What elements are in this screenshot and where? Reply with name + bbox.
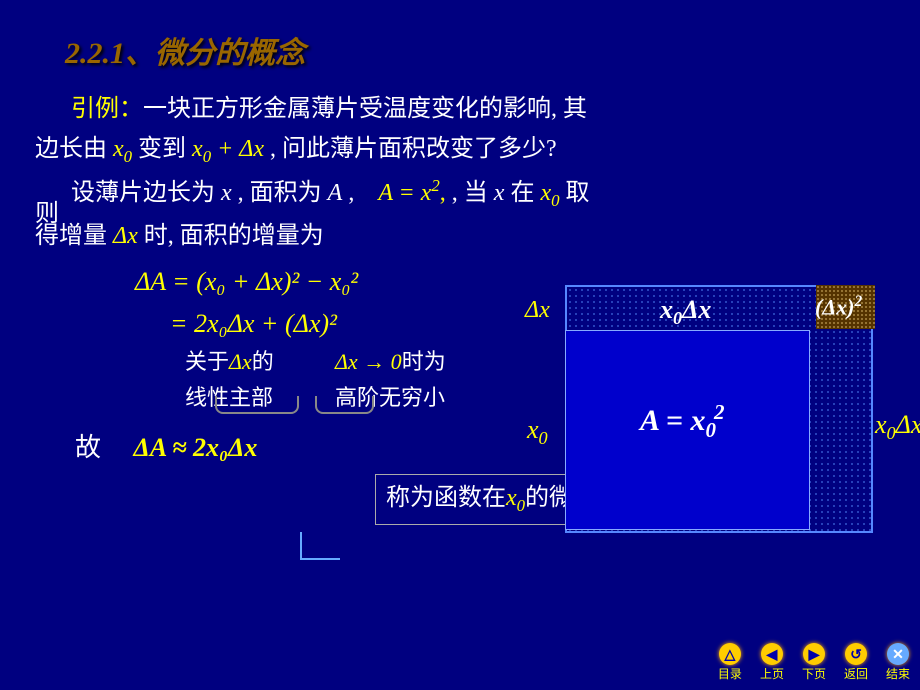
- nav-toc-label: 目录: [718, 665, 742, 682]
- lede-label: 引例：: [71, 96, 143, 122]
- final-a: 故: [75, 433, 101, 462]
- close-icon: ✕: [887, 643, 909, 665]
- return-icon: ↺: [845, 643, 867, 665]
- math-A-eq-x2: A = x2: [378, 180, 439, 206]
- square-diagram: Δx x0Δx (Δx)2 x0 A = x02 x0Δx: [565, 285, 875, 530]
- p2a: 边长由: [35, 136, 107, 162]
- nav-prev-label: 上页: [760, 665, 784, 682]
- brace-2: [315, 396, 374, 414]
- pointer-line-h: [300, 558, 340, 560]
- paragraph-1: 引例：一块正方形金属薄片受温度变化的影响, 其: [35, 90, 885, 128]
- nav-end-button[interactable]: ✕ 结束: [886, 643, 910, 682]
- nav-toc-button[interactable]: △ 目录: [718, 643, 742, 682]
- annot-dx-to-0: Δx → 0: [335, 349, 402, 374]
- math-x2: x: [494, 180, 505, 206]
- paragraph-4: 得增量则 Δx 时, 面积的增量为: [35, 217, 885, 255]
- p2b: 变到: [138, 136, 186, 162]
- p2c: , 问此薄片面积改变了多少?: [270, 136, 557, 162]
- annot-dx: Δx: [229, 349, 252, 374]
- p3c: ,: [348, 180, 354, 206]
- pointer-line-v: [300, 532, 302, 560]
- math-x0: x0: [113, 136, 132, 162]
- p1-text: 一块正方形金属薄片受温度变化的影响, 其: [143, 96, 587, 122]
- nav-bar: △ 目录 ◀ 上页 ▶ 下页 ↺ 返回 ✕ 结束: [718, 643, 910, 682]
- math-x0b: x0: [540, 180, 559, 206]
- paragraph-2: 边长由 x0 变到 x0 + Δx , 问此薄片面积改变了多少?: [35, 130, 885, 171]
- math-x0-plus-dx: x0 + Δx: [192, 136, 264, 162]
- p3b: , 面积为: [238, 180, 322, 206]
- final-eq: ΔA ≈ 2x₀Δx: [134, 433, 258, 462]
- paragraph-3: 设薄片边长为 x , 面积为 A , A = x2, , 当 x 在 x0 取: [35, 173, 885, 215]
- triangle-up-icon: △: [719, 643, 741, 665]
- nav-next-label: 下页: [802, 665, 826, 682]
- math-x: x: [221, 180, 232, 206]
- nav-back-label: 返回: [844, 665, 868, 682]
- arrow-left-icon: ◀: [761, 643, 783, 665]
- label-dx2: (Δx)2: [815, 293, 862, 320]
- brace-1: [215, 396, 299, 414]
- p4b: 时, 面积的增量为: [144, 223, 324, 249]
- label-x0-left: x0: [527, 415, 548, 449]
- arrow-right-icon: ▶: [803, 643, 825, 665]
- p4-ze: 则: [35, 195, 59, 233]
- p3a: 设薄片边长为: [71, 180, 215, 206]
- math-dx: Δx: [113, 223, 138, 249]
- label-dx-left: Δx: [525, 297, 550, 324]
- label-x0dx-top: x0Δx: [660, 295, 711, 329]
- p3e: 在: [510, 180, 534, 206]
- label-x0dx-right: x0Δx: [875, 410, 920, 444]
- nav-next-button[interactable]: ▶ 下页: [802, 643, 826, 682]
- nav-end-label: 结束: [886, 665, 910, 682]
- nav-back-button[interactable]: ↺ 返回: [844, 643, 868, 682]
- nav-prev-button[interactable]: ◀ 上页: [760, 643, 784, 682]
- math-A: A: [328, 180, 343, 206]
- label-A-eq: A = x02: [640, 400, 724, 443]
- p3f: 取: [566, 180, 590, 206]
- section-title: 2.2.1、微分的概念: [65, 30, 885, 78]
- box-x0: x0: [506, 485, 525, 511]
- p3d: , 当: [452, 180, 488, 206]
